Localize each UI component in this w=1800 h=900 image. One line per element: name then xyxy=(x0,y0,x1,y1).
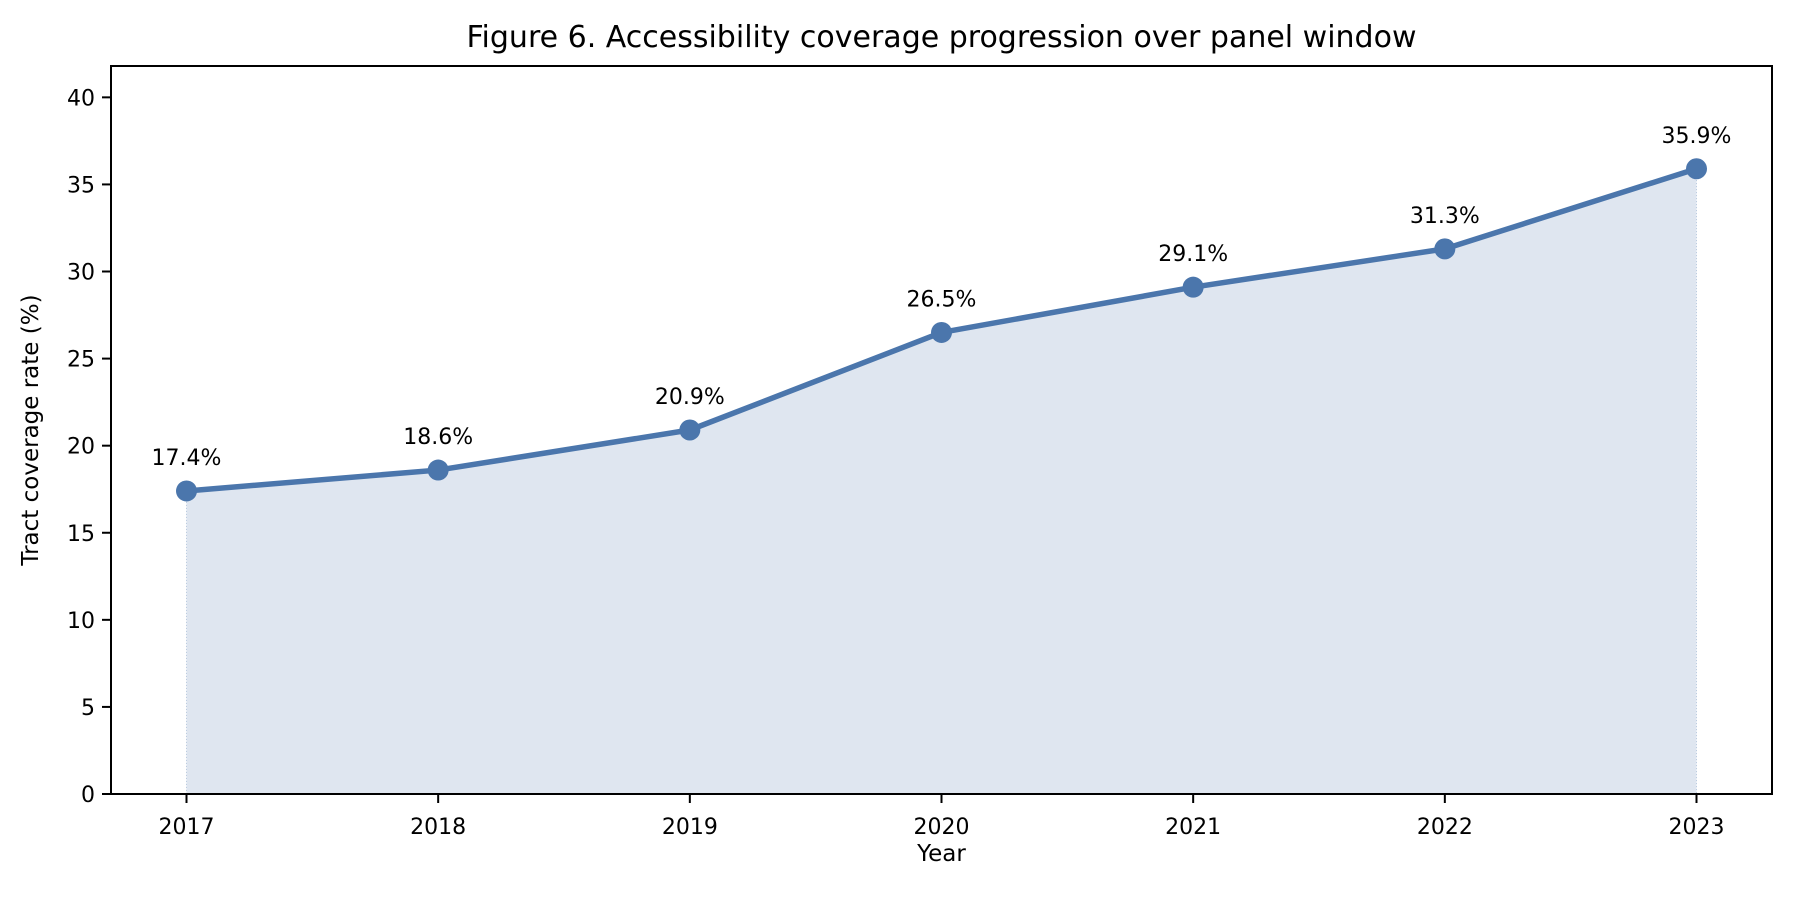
data-point-marker xyxy=(176,480,197,502)
x-tick-label: 2020 xyxy=(914,815,970,840)
y-tick-label: 10 xyxy=(67,609,95,634)
plot-area-group: 0 5 10 15 20 25 30 35 40 2017 2018 2019 2020 2021 2022… xyxy=(67,65,1773,840)
data-point-label: 18.6% xyxy=(403,425,473,450)
y-tick-label: 5 xyxy=(81,696,95,721)
data-point-label: 35.9% xyxy=(1662,124,1732,149)
data-point-label: 20.9% xyxy=(655,385,725,410)
x-tick-label: 2017 xyxy=(159,815,215,840)
data-point-label: 17.4% xyxy=(152,446,222,471)
data-point-label: 26.5% xyxy=(907,287,977,312)
data-point-marker xyxy=(1182,276,1204,298)
data-point-label: 29.1% xyxy=(1158,242,1228,267)
data-point-marker xyxy=(1686,158,1707,180)
y-tick-label: 20 xyxy=(67,435,95,460)
data-point-label: 31.3% xyxy=(1410,204,1480,229)
y-tick-label: 25 xyxy=(67,348,95,373)
data-points: 17.4% 18.6% 20.9% 26.5% 29.1% 31.3% 35.9% xyxy=(152,124,1732,502)
x-tick-label: 2022 xyxy=(1417,815,1473,840)
x-tick-label: 2018 xyxy=(410,815,466,840)
plot-frame xyxy=(110,65,1773,795)
area-fill xyxy=(186,168,1697,795)
data-point-marker xyxy=(679,419,701,441)
data-point-marker xyxy=(427,459,449,481)
chart-title: Figure 6. Accessibility coverage progres… xyxy=(466,20,1416,55)
y-tick-label: 15 xyxy=(67,522,95,547)
x-tick-label: 2023 xyxy=(1669,815,1725,840)
y-tick-label: 30 xyxy=(67,261,95,286)
y-tick-label: 0 xyxy=(81,783,95,808)
x-axis: 2017 2018 2019 2020 2021 2022 2023 xyxy=(159,794,1725,840)
y-axis: 0 5 10 15 20 25 30 35 40 xyxy=(67,86,111,808)
x-tick-label: 2019 xyxy=(662,815,718,840)
y-tick-label: 40 xyxy=(67,86,95,111)
x-tick-label: 2021 xyxy=(1165,815,1221,840)
data-point-marker xyxy=(1434,238,1456,260)
y-axis-label: Tract coverage rate (%) xyxy=(18,294,44,566)
y-tick-label: 35 xyxy=(67,173,95,198)
x-axis-label: Year xyxy=(916,841,966,867)
data-point-marker xyxy=(931,321,952,343)
